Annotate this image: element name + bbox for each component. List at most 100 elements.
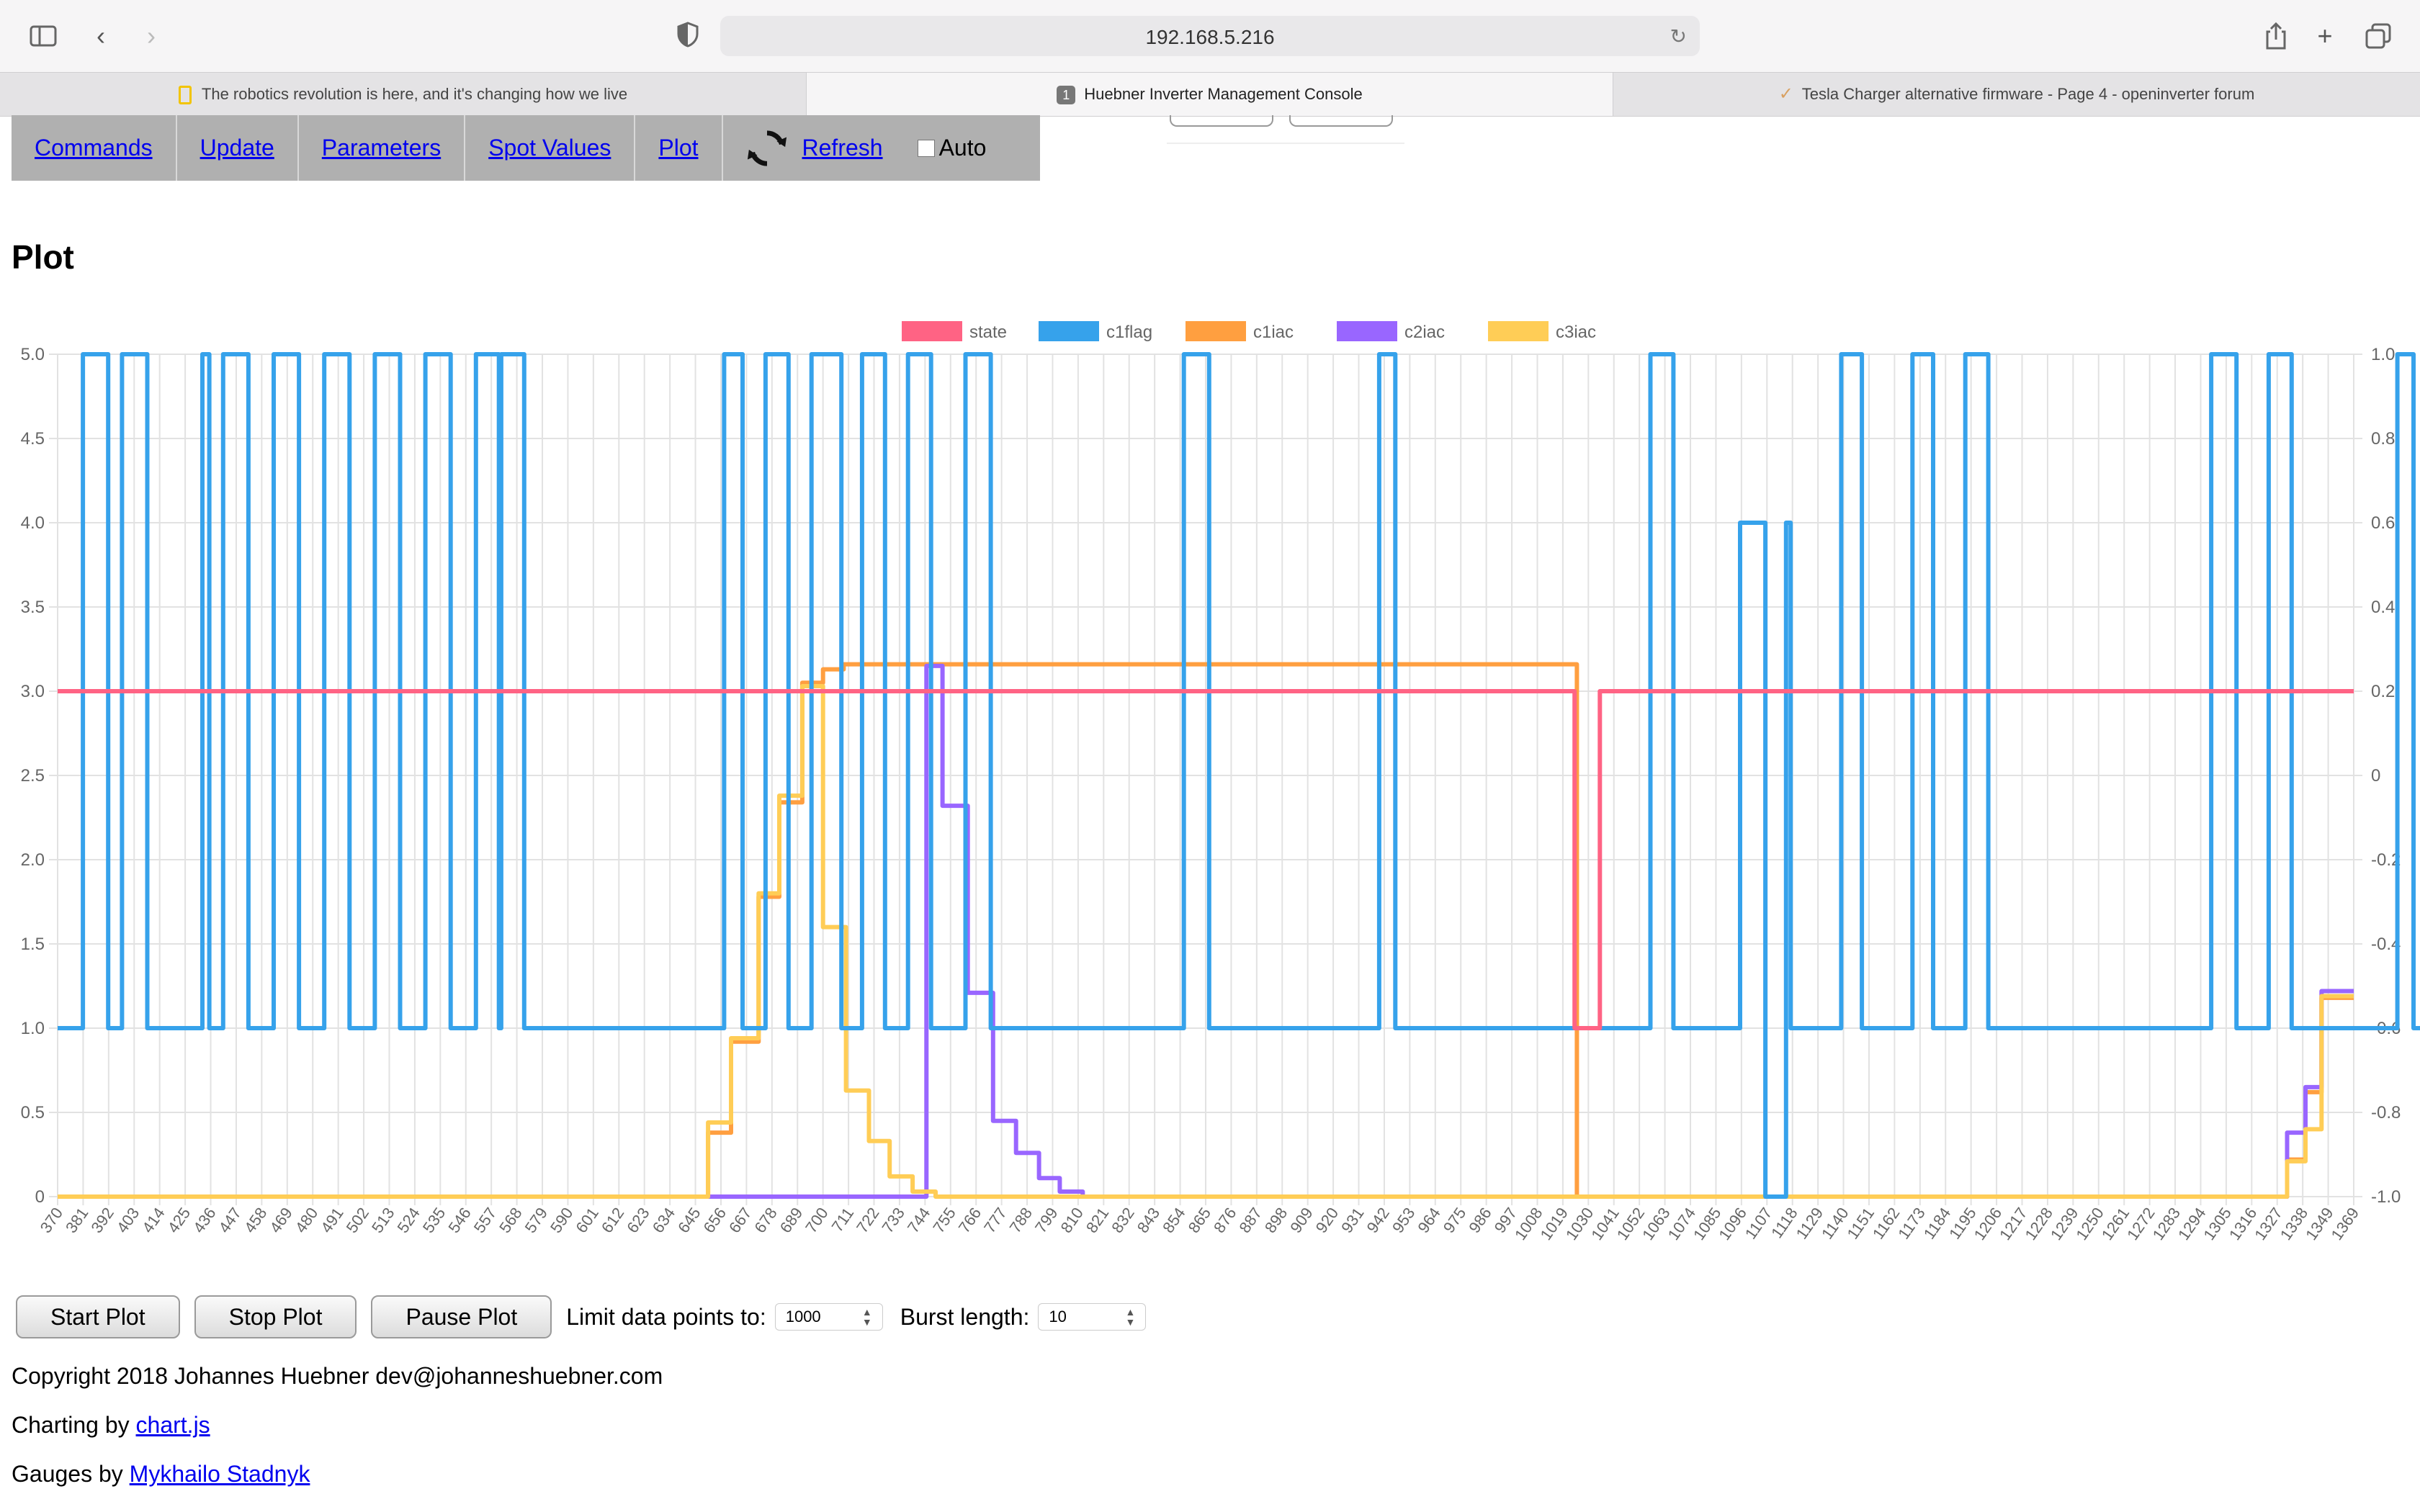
x-tick-label: 788 — [1006, 1205, 1036, 1236]
x-tick-label: 656 — [700, 1205, 730, 1236]
x-tick-label: 953 — [1389, 1205, 1419, 1236]
partial-button — [1289, 115, 1393, 127]
legend-swatch-c3iac — [1488, 321, 1549, 341]
scrolled-partial-buttons — [1167, 115, 1404, 144]
stop-plot-button[interactable]: Stop Plot — [194, 1295, 357, 1338]
tab-robotics[interactable]: The robotics revolution is here, and it'… — [0, 73, 807, 116]
x-tick-label: 1096 — [1715, 1205, 1750, 1243]
tab-openinverter-forum[interactable]: ✓ Tesla Charger alternative firmware - Pa… — [1613, 73, 2420, 116]
privacy-shield-icon[interactable] — [673, 22, 702, 50]
x-tick-label: 370 — [37, 1205, 67, 1236]
y-left-tick-label: 3.0 — [21, 682, 45, 701]
x-tick-label: 898 — [1261, 1205, 1291, 1236]
tab-overview-icon[interactable] — [2364, 22, 2393, 50]
menu-bar: Commands Update Parameters Spot Values P… — [12, 115, 1040, 181]
y-left-tick-label: 1.0 — [21, 1019, 45, 1038]
x-tick-label: 1228 — [2021, 1205, 2056, 1243]
legend-label-c1flag: c1flag — [1106, 323, 1152, 342]
x-tick-label: 579 — [521, 1205, 552, 1236]
plot-chart: 3703813924034144254364474584694804915025… — [21, 321, 2420, 1243]
tab-title: Tesla Charger alternative firmware - Pag… — [1801, 85, 2255, 103]
y-left-tick-label: 2.0 — [21, 850, 45, 870]
x-tick-label: 524 — [393, 1205, 424, 1236]
x-tick-label: 755 — [929, 1205, 959, 1236]
menu-plot[interactable]: Plot — [635, 115, 723, 181]
refresh-icon[interactable] — [746, 127, 788, 169]
stadnyk-link[interactable]: Mykhailo Stadnyk — [129, 1461, 310, 1487]
x-tick-label: 678 — [750, 1205, 781, 1236]
back-icon[interactable]: ‹ — [97, 21, 105, 50]
x-tick-label: 865 — [1185, 1205, 1215, 1236]
stepper-icon[interactable]: ▲ ▼ — [861, 1306, 872, 1328]
x-tick-label: 568 — [496, 1205, 526, 1236]
x-tick-label: 1052 — [1613, 1205, 1649, 1243]
y-right-tick-label: 0 — [2371, 766, 2380, 786]
y-right-tick-label: 0.6 — [2371, 513, 2395, 533]
burst-input[interactable]: 10 ▲ ▼ — [1038, 1303, 1147, 1331]
x-tick-label: 1184 — [1920, 1205, 1955, 1243]
burst-value: 10 — [1049, 1308, 1067, 1326]
x-tick-label: 1019 — [1536, 1205, 1572, 1243]
series-line-state — [58, 689, 2354, 1030]
x-tick-label: 557 — [470, 1205, 501, 1236]
x-tick-label: 1074 — [1664, 1205, 1700, 1243]
x-tick-label: 1261 — [2098, 1205, 2133, 1243]
menu-parameters[interactable]: Parameters — [299, 115, 466, 181]
x-tick-label: 821 — [1083, 1205, 1113, 1236]
legend-label-c1iac: c1iac — [1253, 323, 1294, 342]
x-tick-label: 645 — [674, 1205, 704, 1236]
y-left-tick-label: 2.5 — [21, 766, 45, 786]
forward-icon[interactable]: › — [147, 21, 156, 50]
gauges-credit: Gauges by Mykhailo Stadnyk — [12, 1461, 310, 1488]
series-line-c1flag — [58, 352, 2420, 1199]
stepper-icon[interactable]: ▲ ▼ — [1125, 1306, 1136, 1328]
x-tick-label: 876 — [1210, 1205, 1240, 1236]
start-plot-button[interactable]: Start Plot — [16, 1295, 180, 1338]
legend-swatch-c1flag — [1039, 321, 1099, 341]
x-tick-label: 601 — [572, 1205, 602, 1236]
browser-toolbar: ‹ › 192.168.5.216 ↻ + — [0, 0, 2420, 72]
x-tick-label: 1030 — [1562, 1205, 1597, 1243]
limit-input[interactable]: 1000 ▲ ▼ — [774, 1303, 883, 1331]
partial-button — [1170, 115, 1273, 127]
tab-huebner-console[interactable]: 1 Huebner Inverter Management Console — [807, 73, 1613, 116]
chartjs-link[interactable]: chart.js — [135, 1412, 210, 1438]
x-tick-label: 513 — [368, 1205, 398, 1236]
menu-commands[interactable]: Commands — [12, 115, 177, 181]
limit-value: 1000 — [785, 1308, 821, 1326]
x-tick-label: 1338 — [2277, 1205, 2312, 1243]
x-tick-label: 1107 — [1742, 1205, 1776, 1243]
menu-update[interactable]: Update — [177, 115, 299, 181]
forum-favicon-icon: ✓ — [1778, 84, 1793, 104]
tab-bar: The robotics revolution is here, and it'… — [0, 72, 2420, 117]
refresh-group: Refresh Auto — [723, 115, 1010, 181]
page-title: Plot — [12, 238, 74, 276]
x-tick-label: 1162 — [1869, 1205, 1904, 1243]
y-right-tick-label: 1.0 — [2371, 345, 2395, 364]
reload-icon[interactable]: ↻ — [1670, 25, 1687, 48]
x-tick-label: 1140 — [1818, 1205, 1852, 1243]
y-right-tick-label: -1.0 — [2371, 1187, 2401, 1207]
x-tick-label: 843 — [1134, 1205, 1164, 1236]
y-right-tick-label: 0.4 — [2371, 598, 2395, 617]
legend-label-c3iac: c3iac — [1556, 323, 1596, 342]
legend-swatch-state — [902, 321, 962, 341]
sidebar-toggle-icon[interactable] — [29, 22, 58, 50]
limit-label: Limit data points to: — [566, 1303, 766, 1330]
share-icon[interactable] — [2262, 22, 2290, 50]
x-tick-label: 502 — [343, 1205, 373, 1236]
x-tick-label: 667 — [725, 1205, 756, 1236]
pause-plot-button[interactable]: Pause Plot — [371, 1295, 552, 1338]
auto-checkbox[interactable] — [917, 139, 935, 157]
menu-spot-values[interactable]: Spot Values — [465, 115, 636, 181]
new-tab-icon[interactable]: + — [2317, 21, 2333, 50]
x-tick-label: 1063 — [1639, 1205, 1674, 1243]
refresh-link[interactable]: Refresh — [802, 135, 883, 161]
x-tick-label: 777 — [980, 1205, 1010, 1236]
x-tick-label: 546 — [444, 1205, 475, 1236]
x-tick-label: 931 — [1337, 1205, 1368, 1236]
legend-label-c2iac: c2iac — [1404, 323, 1445, 342]
series-line-c3iac — [58, 684, 2354, 1199]
address-bar[interactable]: 192.168.5.216 ↻ — [720, 16, 1700, 56]
x-tick-label: 1327 — [2251, 1205, 2286, 1243]
